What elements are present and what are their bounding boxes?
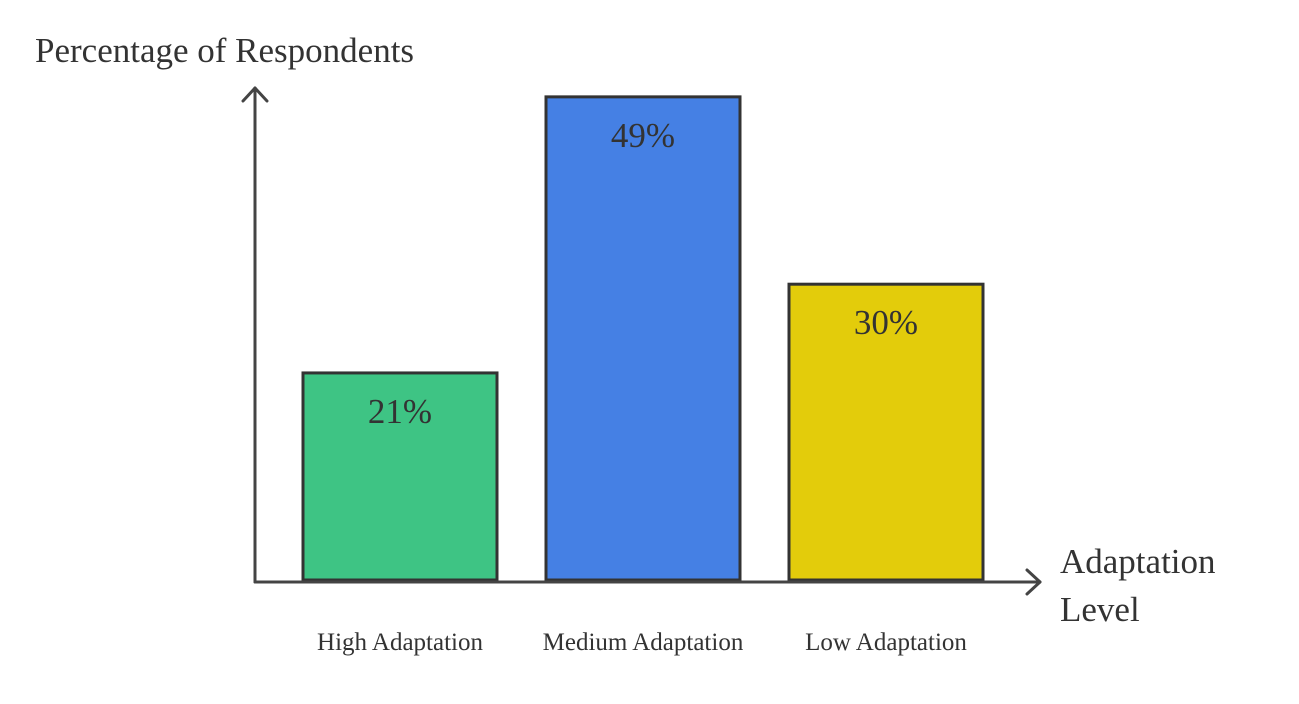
bar	[787, 282, 985, 582]
value-label: 30%	[854, 303, 918, 342]
bar	[301, 371, 499, 582]
x-tick-label: High Adaptation	[317, 628, 483, 656]
bar	[544, 95, 742, 582]
x-tick-label: Low Adaptation	[805, 628, 967, 656]
value-label: 21%	[368, 392, 432, 431]
x-axis-label: Adaptation Level	[1060, 542, 1216, 629]
axes	[241, 86, 1042, 596]
x-axis-arrow	[1025, 568, 1042, 596]
value-label: 49%	[611, 116, 675, 155]
x-tick-label: Medium Adaptation	[542, 628, 744, 656]
y-axis-label: Percentage of Respondents	[35, 31, 414, 70]
y-axis-arrow	[241, 86, 269, 103]
